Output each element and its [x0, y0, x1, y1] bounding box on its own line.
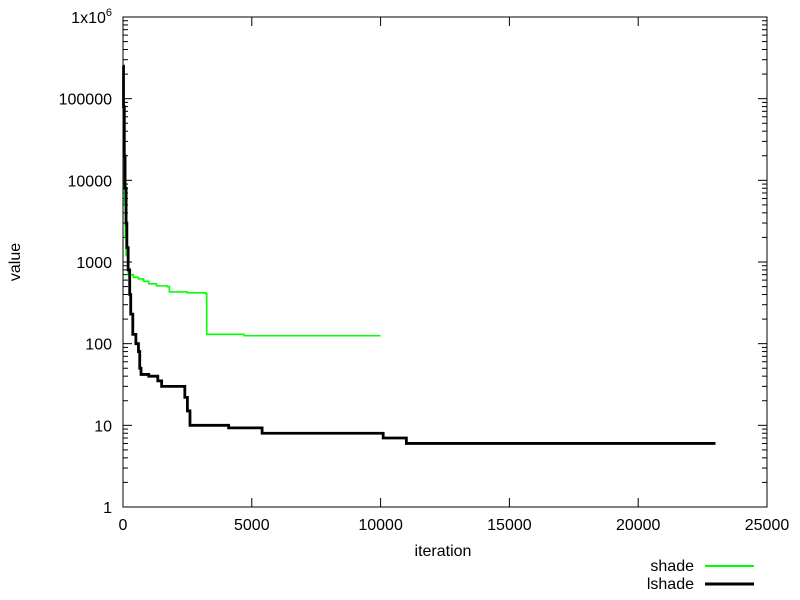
- y-tick-label: 1000: [76, 255, 112, 272]
- y-axis-title: value: [7, 243, 24, 281]
- y-axis-ticks: 1 10 100 1000 10000 100000 1x106: [59, 7, 767, 517]
- y-tick-label: 1: [103, 500, 112, 517]
- y-tick-label: 10: [94, 418, 112, 435]
- y-tick-label: 100000: [59, 92, 112, 109]
- x-tick-label: 15000: [487, 517, 532, 534]
- legend-label-shade: shade: [650, 558, 694, 575]
- y-tick-label-exponent: 6: [106, 7, 112, 19]
- x-tick-label: 0: [119, 517, 128, 534]
- series-line-lshade: [122, 64, 716, 445]
- y-tick-label: 1x106: [71, 7, 112, 27]
- y-tick-label: 10000: [68, 173, 113, 190]
- x-tick-label: 5000: [234, 517, 270, 534]
- series-line-shade: [122, 97, 381, 337]
- plot-area: [122, 16, 768, 508]
- x-tick-label: 20000: [616, 517, 661, 534]
- series-layer: [122, 64, 716, 445]
- x-axis-title: iteration: [415, 543, 472, 560]
- y-tick-label: 100: [85, 337, 112, 354]
- legend-label-lshade: lshade: [647, 576, 694, 593]
- x-tick-label: 10000: [358, 517, 403, 534]
- x-axis-ticks: 0 5000 10000 15000 20000 25000: [119, 17, 790, 534]
- x-tick-label: 25000: [745, 517, 790, 534]
- legend: shade lshade: [647, 558, 754, 593]
